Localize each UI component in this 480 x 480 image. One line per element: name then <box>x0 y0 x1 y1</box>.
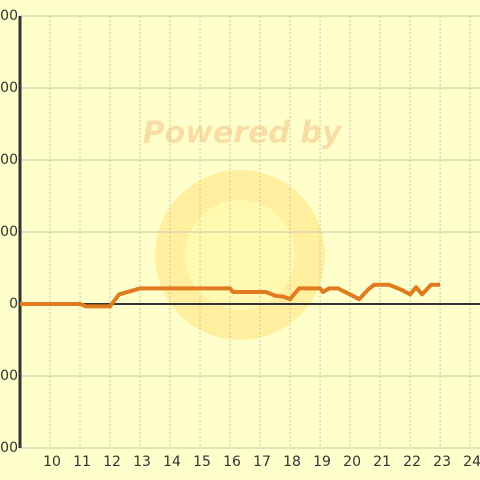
x-tick-label: 19 <box>313 454 331 470</box>
x-tick-label: 18 <box>283 454 301 470</box>
y-tick-label: 12,000 <box>0 8 18 24</box>
x-tick-label: 24 <box>463 454 480 470</box>
x-tick-label: 22 <box>403 454 421 470</box>
x-tick-label: 11 <box>73 454 91 470</box>
x-tick-label: 15 <box>193 454 211 470</box>
x-tick-label: 14 <box>163 454 181 470</box>
y-tick-label: 6,000 <box>0 152 18 168</box>
y-tick-label: 9,000 <box>0 80 18 96</box>
x-tick-label: 16 <box>223 454 241 470</box>
x-tick-label: 20 <box>343 454 361 470</box>
x-tick-label: 10 <box>43 454 61 470</box>
y-tick-label: 0 <box>9 296 18 312</box>
x-tick-label: 21 <box>373 454 391 470</box>
x-tick-label: 23 <box>433 454 451 470</box>
watermark-logo <box>155 170 325 340</box>
y-tick-label: -3,000 <box>0 368 18 384</box>
y-tick-label: -6,000 <box>0 440 18 456</box>
line <box>20 282 441 309</box>
watermark: Powered by <box>143 116 343 151</box>
x-tick-label: 17 <box>253 454 271 470</box>
x-tick-label: 13 <box>133 454 151 470</box>
x-tick-label: 12 <box>103 454 121 470</box>
y-tick-label: 3,000 <box>0 224 18 240</box>
